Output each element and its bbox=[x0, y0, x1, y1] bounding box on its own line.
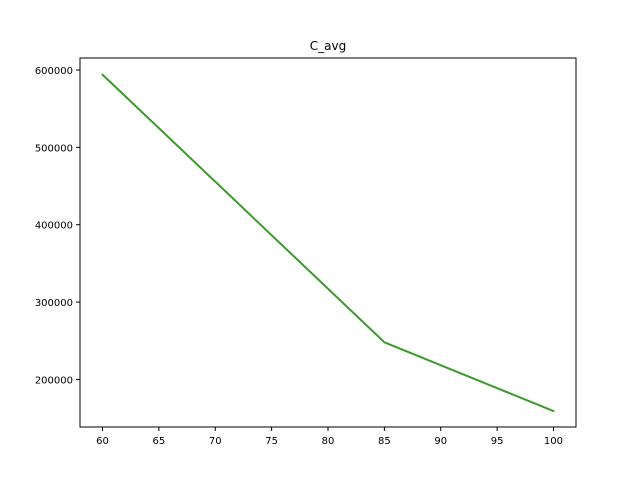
x-tick-label: 85 bbox=[378, 436, 391, 447]
y-tick-label: 300000 bbox=[35, 298, 73, 309]
series-line bbox=[101, 73, 555, 413]
x-tick-label: 90 bbox=[434, 436, 447, 447]
x-tick-label: 65 bbox=[153, 436, 166, 447]
x-tick-label: 95 bbox=[491, 436, 504, 447]
x-tick-label: 100 bbox=[544, 436, 563, 447]
chart-title: C_avg bbox=[310, 39, 346, 53]
y-tick-label: 500000 bbox=[35, 143, 73, 154]
x-tick-label: 70 bbox=[209, 436, 222, 447]
y-tick-label: 200000 bbox=[35, 375, 73, 386]
plot-frame bbox=[79, 57, 577, 428]
x-tick-label: 60 bbox=[96, 436, 109, 447]
x-tick-label: 80 bbox=[322, 436, 335, 447]
y-axis: 200000 300000 400000 500000 600000 bbox=[35, 66, 80, 386]
x-axis: 60 65 70 75 80 85 90 95 100 bbox=[96, 427, 563, 447]
series-layer bbox=[101, 73, 555, 413]
x-tick-label: 75 bbox=[265, 436, 278, 447]
y-tick-label: 400000 bbox=[35, 221, 73, 232]
y-tick-label: 600000 bbox=[35, 66, 73, 77]
